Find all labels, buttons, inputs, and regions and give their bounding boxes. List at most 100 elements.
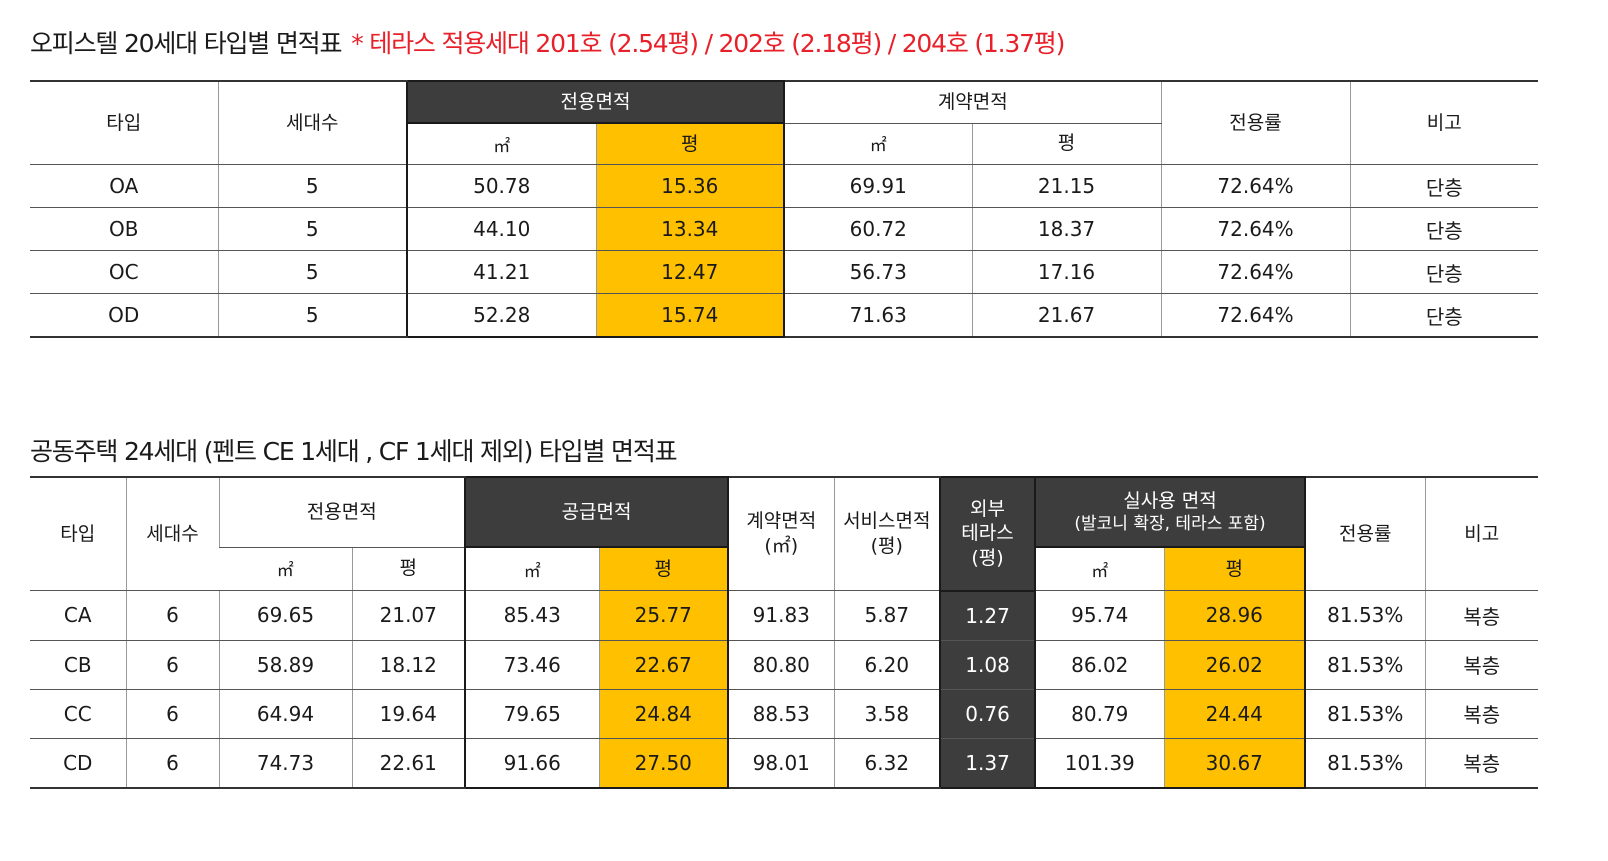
cell-exclusive-pyeong: 19.64 [351,689,466,739]
cell-exclusive-pyeong: 18.12 [351,640,466,690]
cell-contract: 91.83 [727,590,835,641]
cell-actual-pyeong: 28.96 [1163,590,1307,641]
cell-service: 6.20 [833,640,941,690]
table-row: OB 5 44.10 13.34 60.72 18.37 72.64% 단층 [30,207,1539,251]
cell-supply-m2: 85.43 [464,590,600,641]
cell-supply-pyeong: 24.84 [598,689,730,739]
cell-actual-m2: 101.39 [1034,738,1165,789]
header-terrace-line2: 테라스 [961,522,1014,545]
header-terrace: 외부 테라스 (평) [939,476,1037,592]
table-row: OD 5 52.28 15.74 71.63 21.67 72.64% 단층 [30,293,1539,338]
header-exclusive-area: 전용면적 [405,80,786,124]
cell-exclusive-m2: 52.28 [406,293,596,338]
cell-service: 5.87 [833,590,941,641]
cell-remark: 복층 [1424,640,1539,690]
header-units: 세대수 [125,476,219,591]
cell-exclusive-m2: 69.65 [218,590,352,641]
cell-contract-m2: 69.91 [783,164,973,208]
header-contract-m2: ㎡ [783,123,973,165]
cell-supply-m2: 91.66 [464,738,600,789]
cell-exclusive-m2: 50.78 [406,164,596,208]
table-row: OA 5 50.78 15.36 69.91 21.15 72.64% 단층 [30,164,1539,208]
cell-remark: 복층 [1424,738,1539,789]
header-contract-pyeong: 평 [971,123,1162,165]
cell-contract-m2: 71.63 [783,293,973,338]
cell-exclusive-pyeong: 21.07 [351,590,466,641]
cell-units: 5 [217,207,407,251]
header-actual-area: 실사용 면적 (발코니 확장, 테라스 포함) [1034,476,1307,548]
cell-units: 6 [125,640,219,690]
cell-type: OC [30,250,218,294]
cell-contract: 88.53 [727,689,835,739]
header-exclusive-area: 전용면적 [218,476,466,548]
header-actual-label: 실사용 면적 [1123,489,1217,512]
header-remark: 비고 [1424,476,1539,591]
cell-contract-m2: 60.72 [783,207,973,251]
cell-type: CD [30,738,126,789]
apartment-title-text: 공동주택 24세대 (펜트 CE 1세대 , CF 1세대 제외) 타입별 면적… [30,437,678,466]
cell-units: 5 [217,250,407,294]
cell-ratio: 72.64% [1160,164,1351,208]
cell-supply-m2: 79.65 [464,689,600,739]
cell-service: 3.58 [833,689,941,739]
cell-remark: 복층 [1424,689,1539,739]
cell-contract-pyeong: 17.16 [971,250,1162,294]
header-units: 세대수 [217,80,407,165]
header-service-unit: (평) [870,535,903,557]
header-contract-label: 계약면적 [746,510,817,533]
cell-ratio: 81.53% [1304,738,1426,789]
apartment-area-table: 타입 세대수 전용면적 공급면적 계약면적 (㎡) 서비스면적 (평) 외부 테… [30,476,1539,789]
cell-remark: 복층 [1424,590,1539,641]
table-row: CD 6 74.73 22.61 91.66 27.50 98.01 6.32 … [30,738,1539,789]
header-contract-unit: (㎡) [764,535,799,557]
header-supply-pyeong: 평 [598,547,730,591]
cell-terrace: 1.37 [939,738,1037,789]
cell-exclusive-pyeong: 15.74 [595,293,786,338]
officetel-title-text: 오피스텔 20세대 타입별 면적표 [30,29,342,58]
cell-contract: 80.80 [727,640,835,690]
table-row: CB 6 58.89 18.12 73.46 22.67 80.80 6.20 … [30,640,1539,690]
cell-remark: 단층 [1349,293,1539,338]
header-actual-pyeong: 평 [1163,547,1307,591]
cell-ratio: 72.64% [1160,293,1351,338]
cell-terrace: 1.08 [939,640,1037,690]
cell-type: CA [30,590,126,641]
cell-actual-pyeong: 24.44 [1163,689,1307,739]
apartment-title: 공동주택 24세대 (펜트 CE 1세대 , CF 1세대 제외) 타입별 면적… [30,432,678,468]
cell-supply-m2: 73.46 [464,640,600,690]
cell-actual-m2: 86.02 [1034,640,1165,690]
cell-supply-pyeong: 22.67 [598,640,730,690]
header-ratio: 전용률 [1160,80,1351,165]
cell-type: OB [30,207,218,251]
cell-actual-m2: 95.74 [1034,590,1165,641]
header-terrace-line1: 외부 [970,497,1006,520]
cell-contract-pyeong: 21.15 [971,164,1162,208]
header-exclusive-pyeong: 평 [595,123,786,165]
cell-terrace: 0.76 [939,689,1037,739]
header-supply-area: 공급면적 [464,476,730,548]
cell-supply-pyeong: 27.50 [598,738,730,789]
header-exclusive-m2: ㎡ [406,123,596,165]
cell-contract-pyeong: 18.37 [971,207,1162,251]
cell-exclusive-pyeong: 22.61 [351,738,466,789]
cell-remark: 단층 [1349,164,1539,208]
header-remark: 비고 [1349,80,1539,165]
header-type: 타입 [30,476,126,591]
cell-exclusive-m2: 74.73 [218,738,352,789]
header-supply-m2: ㎡ [464,547,600,591]
cell-exclusive-m2: 58.89 [218,640,352,690]
cell-actual-pyeong: 26.02 [1163,640,1307,690]
cell-exclusive-pyeong: 13.34 [595,207,786,251]
officetel-area-table: 타입 세대수 전용면적 계약면적 전용률 비고 ㎡ 평 ㎡ 평 OA 5 50.… [30,80,1539,338]
cell-contract: 98.01 [727,738,835,789]
cell-ratio: 72.64% [1160,207,1351,251]
cell-ratio: 81.53% [1304,689,1426,739]
header-service-label: 서비스면적 [843,510,931,533]
header-type: 타입 [30,80,218,165]
header-exclusive-pyeong: 평 [351,547,466,591]
header-actual-m2: ㎡ [1034,547,1165,591]
cell-remark: 단층 [1349,250,1539,294]
cell-ratio: 81.53% [1304,640,1426,690]
cell-service: 6.32 [833,738,941,789]
table-row: CA 6 69.65 21.07 85.43 25.77 91.83 5.87 … [30,590,1539,641]
